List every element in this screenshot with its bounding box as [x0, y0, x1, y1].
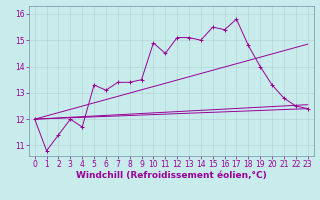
X-axis label: Windchill (Refroidissement éolien,°C): Windchill (Refroidissement éolien,°C) — [76, 171, 267, 180]
